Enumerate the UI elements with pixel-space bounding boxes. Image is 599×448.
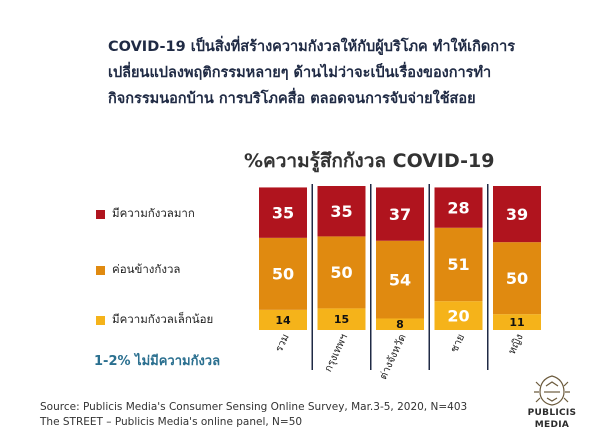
bar-segment-medium-1 [259,237,307,310]
bar-segment-high-4 [434,187,483,228]
category-label-2: กรุงเทพฯ [322,332,350,374]
data-label-high-5: 39 [506,205,528,224]
bar-segment-low-5 [493,314,541,330]
legend-item-low: มีความกังวลเล็กน้อย [96,312,213,328]
publicis-media-logo: PUBLICIS MEDIA [522,372,582,436]
no-concern-note: 1-2% ไม่มีความกังวล [94,354,221,369]
legend-label-high: มีความกังวลมาก [112,206,195,220]
category-label-4: ชาย [448,332,467,354]
legend-swatch-high [96,209,105,219]
bar-segment-medium-5 [493,242,541,315]
chart-title: %ความรู้สึกกังวล COVID-19 [244,150,495,172]
bar-segment-medium-3 [376,240,424,319]
data-label-low-2: 15 [334,313,349,326]
lion-crest-icon [534,375,570,406]
data-label-low-3: 8 [396,318,404,331]
data-label-low-1: 14 [275,314,291,327]
bar-segment-high-5 [493,186,541,243]
bar-segment-low-2 [317,308,366,330]
logo-text-line-1: PUBLICIS [527,408,577,418]
data-label-medium-4: 51 [447,255,469,274]
legend-swatch-low [96,315,105,325]
category-label-5: หญิง [506,332,526,356]
source-line-1: Source: Publicis Media's Consumer Sensin… [40,401,468,413]
data-label-high-1: 35 [272,203,294,222]
bar-segment-low-3 [376,318,424,330]
data-label-low-4: 20 [447,306,469,325]
legend-item-high: มีความกังวลมาก [96,206,195,222]
data-label-high-3: 37 [389,205,411,224]
source-note: Source: Publicis Media's Consumer Sensin… [40,400,467,430]
data-label-low-5: 11 [509,316,524,329]
headline-line-1: COVID-19 เป็นสิ่งที่สร้างความกังวลให้กับ… [108,39,515,55]
bar-segment-low-4 [434,301,483,330]
legend-label-medium: ค่อนข้างกังวล [112,262,181,276]
legend-swatch-medium [96,265,105,275]
bar-segment-high-1 [259,187,307,238]
headline: COVID-19 เป็นสิ่งที่สร้างความกังวลให้กับ… [108,34,578,112]
data-label-medium-2: 50 [330,263,352,282]
bar-segment-high-2 [317,186,366,237]
source-line-2: The STREET – Publicis Media's online pan… [40,416,303,428]
data-label-medium-1: 50 [272,265,294,284]
data-label-high-4: 28 [447,198,469,217]
bar-segment-medium-4 [434,227,483,302]
category-label-1: รวม [273,332,292,354]
logo-text-line-2: MEDIA [534,420,570,430]
legend-item-medium: ค่อนข้างกังวล [96,262,180,278]
data-label-medium-3: 54 [389,270,411,289]
bar-segment-high-3 [376,187,424,241]
bar-segment-low-1 [259,309,307,330]
bar-segment-medium-2 [317,236,366,309]
data-label-high-2: 35 [330,202,352,221]
headline-line-2: เปลี่ยนแปลงพฤติกรรมหลายๆ ด้านไม่ว่าจะเป็… [108,65,492,81]
category-label-3: ต่างจังหวัด [377,332,408,381]
data-label-medium-5: 50 [506,269,528,288]
legend-label-low: มีความกังวลเล็กน้อย [112,312,214,326]
headline-line-3: กิจกรรมนอกบ้าน การบริโภคสื่อ ตลอดจนการจั… [108,91,476,107]
